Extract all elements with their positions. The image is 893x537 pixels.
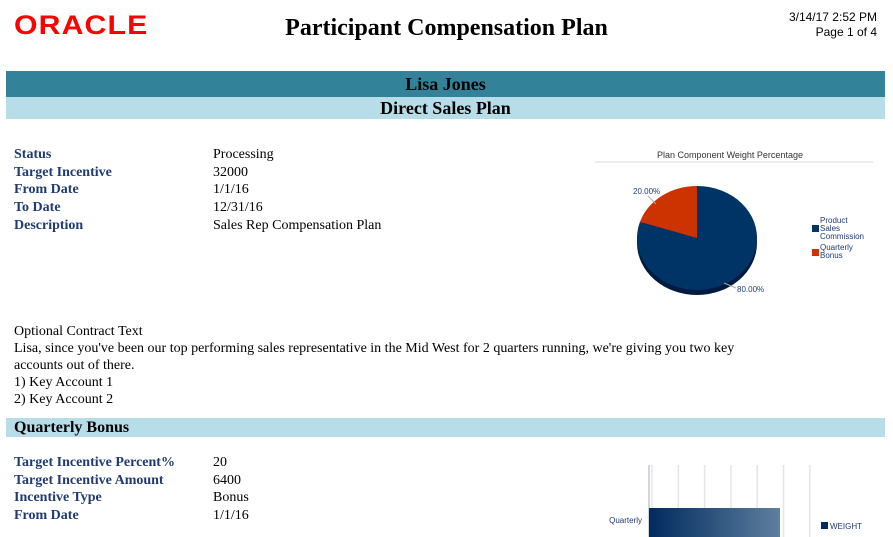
participant-name-band: Lisa Jones [6,71,885,97]
field-value: 6400 [213,472,241,488]
legend-swatch [812,225,819,232]
field-value: 32000 [213,164,248,180]
pie-leader [723,282,737,289]
pie-label: 80.00% [737,285,764,294]
report-meta: 3/14/17 2:52 PM Page 1 of 4 [789,10,877,40]
contract-text: Optional Contract Text Lisa, since you'v… [14,323,784,408]
legend-label: Quarterly Bonus [820,243,853,260]
field-value: Sales Rep Compensation Plan [213,217,382,233]
page-number: Page 1 of 4 [815,25,877,39]
field-label: Target Incentive Amount [14,472,164,488]
section-quarterly-bonus: Quarterly Bonus [6,418,885,437]
contract-item: 2) Key Account 2 [14,392,114,407]
pie-slice [639,186,697,238]
field-value: 1/1/16 [213,182,249,198]
field-value: 1/1/16 [213,508,249,524]
report-datetime: 3/14/17 2:52 PM [788,10,877,24]
contract-body: Lisa, since you've been our top performi… [14,341,735,373]
legend-swatch [812,249,819,256]
field-label: Incentive Type [14,490,102,506]
field-value: Processing [213,147,274,162]
field-label: Description [14,217,84,233]
pie-label: 20.00% [633,187,660,196]
field-value: Bonus [213,490,249,506]
field-value: 20 [213,455,227,470]
legend-label: Product Sales Commission [820,216,864,241]
field-label: Status [14,147,52,162]
contract-heading: Optional Contract Text [14,324,143,339]
field-label: Target Incentive [14,164,112,180]
bar-category-label: Quarterly [609,516,642,525]
bar-legend-swatch [821,522,828,529]
oracle-logo: ORACLE [14,10,149,40]
bar-legend-label: WEIGHT [830,522,862,531]
field-label: To Date [14,200,61,216]
field-label: From Date [14,182,79,198]
bar [649,508,780,537]
field-value: 12/31/16 [213,200,263,216]
page-title: Participant Compensation Plan [285,15,608,41]
plan-name-band: Direct Sales Plan [6,97,885,119]
pie-title: Plan Component Weight Percentage [657,150,803,160]
field-label: Target Incentive Percent% [14,455,175,470]
field-label: From Date [14,508,79,524]
contract-item: 1) Key Account 1 [14,375,114,390]
pie-leader [647,195,657,205]
